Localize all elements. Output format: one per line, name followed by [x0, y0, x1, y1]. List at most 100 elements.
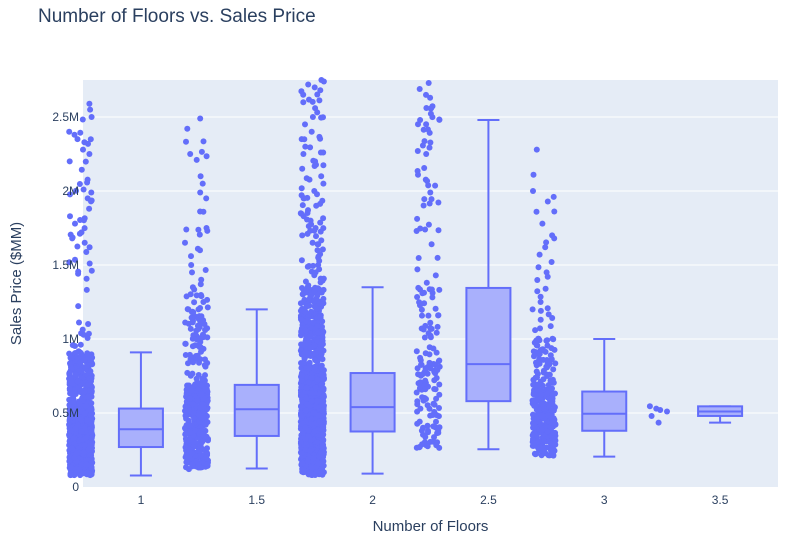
box-2.5 [465, 118, 512, 451]
data-point [315, 262, 322, 268]
data-point [72, 220, 78, 227]
data-point [298, 185, 305, 192]
data-point [312, 269, 319, 276]
data-point [540, 367, 547, 374]
data-point [436, 405, 442, 411]
data-point [530, 398, 537, 405]
data-point [549, 335, 556, 342]
data-point [435, 199, 442, 206]
data-point [537, 316, 544, 323]
chart-title: Number of Floors vs. Sales Price [38, 6, 316, 27]
iqr-box [117, 407, 164, 449]
data-point [532, 327, 539, 334]
data-point [66, 128, 73, 135]
data-point [77, 129, 84, 136]
data-point [75, 303, 82, 310]
data-points [66, 77, 670, 479]
data-point [426, 144, 433, 151]
data-point [417, 117, 424, 123]
y-tick-label: 0 [72, 480, 79, 494]
data-point [189, 450, 196, 457]
data-point [73, 187, 79, 194]
data-point [84, 417, 91, 423]
data-point [538, 426, 545, 433]
data-point [424, 422, 431, 429]
data-point [184, 125, 191, 132]
data-point [529, 306, 536, 313]
data-point [184, 454, 191, 461]
data-point [431, 377, 438, 384]
data-point [436, 286, 443, 293]
data-point [435, 413, 442, 420]
data-point [530, 381, 537, 388]
data-point [314, 91, 321, 98]
data-point [84, 350, 91, 357]
data-point [414, 401, 421, 408]
data-point [183, 138, 189, 145]
data-point [417, 405, 424, 412]
data-point [299, 341, 306, 348]
data-point [320, 367, 327, 373]
data-point [203, 153, 210, 160]
data-point [314, 292, 321, 299]
data-point [424, 402, 431, 409]
data-point [436, 381, 443, 388]
data-point [533, 208, 540, 215]
data-point [204, 461, 211, 468]
data-point [542, 285, 549, 292]
data-point [88, 198, 94, 205]
data-point [200, 299, 207, 305]
data-point [536, 356, 543, 363]
data-point [299, 232, 306, 239]
data-point [298, 377, 305, 384]
data-point [544, 198, 551, 205]
data-point [433, 349, 440, 356]
data-point [543, 337, 550, 344]
data-point [190, 309, 197, 316]
data-point [311, 297, 318, 304]
data-point [204, 334, 211, 341]
data-point [189, 269, 195, 276]
data-point [436, 424, 443, 431]
point-cloud [297, 77, 327, 478]
data-point [425, 312, 432, 319]
data-point [72, 371, 79, 378]
data-point [657, 407, 664, 413]
data-point [78, 166, 85, 173]
data-point [418, 306, 425, 313]
data-point [197, 189, 204, 196]
data-point [434, 254, 441, 261]
data-point [197, 344, 204, 351]
data-point [82, 435, 89, 442]
data-point [192, 427, 199, 434]
data-point [190, 410, 197, 417]
data-point [435, 227, 442, 234]
data-point [82, 158, 89, 165]
data-point [433, 418, 439, 425]
data-point [319, 246, 326, 253]
data-point [320, 180, 327, 187]
data-point [319, 426, 326, 433]
data-point [298, 257, 305, 264]
data-point [298, 412, 305, 419]
x-tick-label: 3 [601, 493, 608, 507]
data-point [423, 105, 430, 111]
data-point [85, 330, 92, 337]
data-point [304, 263, 311, 270]
data-point [432, 182, 439, 189]
data-point [318, 371, 325, 378]
data-point [320, 215, 327, 222]
data-point [303, 288, 309, 295]
data-point [83, 275, 90, 282]
data-point [299, 466, 306, 473]
data-point [646, 403, 653, 410]
data-point [550, 366, 557, 373]
data-point [190, 359, 197, 366]
data-point [75, 268, 82, 275]
data-point [186, 351, 193, 358]
data-point [199, 431, 206, 438]
data-point [655, 419, 662, 426]
data-point [422, 366, 429, 373]
data-point [428, 105, 435, 112]
data-point [202, 421, 209, 428]
